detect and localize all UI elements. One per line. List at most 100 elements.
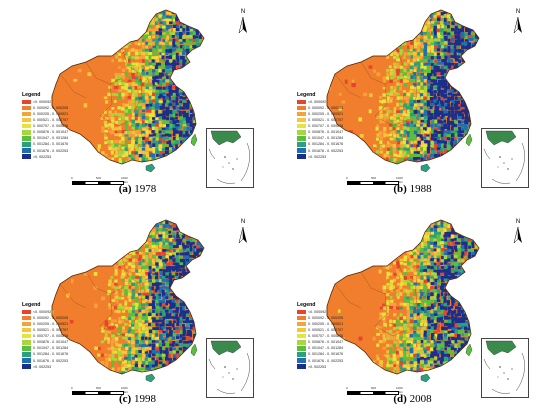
legend-label: 0. 000205 - 0. 000521	[33, 321, 69, 326]
map-legend: Legend <0. 000092 0. 000092 - 0. 000205 0.…	[22, 302, 110, 370]
scale-tick-label: 1000	[396, 176, 403, 180]
legend-label: 0. 000092 - 0. 000205	[33, 315, 69, 320]
legend-item: 0. 000876 - 0. 001047	[22, 129, 110, 135]
legend-item: 0. 000707 - 0. 000876	[297, 333, 385, 339]
legend-label: 0. 001676 - 0. 002253	[308, 358, 344, 363]
legend-item: 0. 000205 - 0. 000521	[297, 111, 385, 117]
scale-bar-graphic	[347, 391, 399, 395]
scale-unit: km	[399, 180, 403, 184]
legend-swatch	[297, 99, 306, 105]
legend-swatch	[22, 309, 31, 315]
legend-item: >0. 002253	[22, 364, 110, 370]
panel-year: 2008	[409, 393, 432, 405]
hainan-island	[145, 373, 156, 383]
scale-tick-label: 0	[346, 176, 348, 180]
panel-caption: (d) 2008	[275, 393, 550, 405]
legend-swatch	[297, 315, 306, 321]
legend-swatch	[297, 352, 306, 357]
legend-swatch	[22, 364, 31, 369]
legend-item: 0. 000876 - 0. 001047	[297, 339, 385, 345]
legend-item: 0. 000876 - 0. 001047	[297, 129, 385, 135]
scale-tick-label: 500	[371, 176, 377, 180]
legend-swatch	[297, 327, 306, 333]
legend-item: 0. 001284 - 0. 001676	[297, 142, 385, 148]
north-arrow-letter: N	[240, 219, 246, 225]
legend-label: 0. 001047 - 0. 001284	[308, 346, 344, 351]
legend-item: 0. 000521 - 0. 000707	[297, 327, 385, 333]
legend-item: 0. 001676 - 0. 002253	[297, 148, 385, 154]
map-panel-1988: N Legend <0. 000092 0. 000092 - 0. 000205…	[275, 0, 550, 210]
north-arrow: N	[511, 219, 525, 245]
taiwan-island	[190, 133, 198, 147]
legend-item: 0. 001676 - 0. 002253	[22, 148, 110, 154]
north-arrow: N	[236, 9, 250, 35]
scale-unit: km	[399, 390, 403, 394]
legend-title: Legend	[297, 302, 316, 308]
scale-tick-label: 0	[346, 386, 348, 390]
legend-item: 0. 000092 - 0. 000205	[297, 315, 385, 321]
panel-year: 1998	[133, 393, 156, 405]
legend-label: 0. 000521 - 0. 000707	[308, 118, 344, 123]
north-arrow-letter: N	[515, 9, 521, 15]
legend-swatch	[297, 364, 306, 369]
hainan-island	[145, 163, 156, 173]
legend-label: 0. 001676 - 0. 002253	[33, 148, 69, 153]
legend-item: 0. 000707 - 0. 000876	[297, 123, 385, 129]
legend-label: >0. 002253	[33, 364, 52, 369]
scale-tick-label: 1000	[121, 386, 128, 390]
legend-swatch	[297, 117, 306, 123]
legend-item: 0. 000521 - 0. 000707	[297, 117, 385, 123]
legend-item: 0. 001676 - 0. 002253	[22, 358, 110, 364]
legend-label: <0. 000092	[308, 309, 327, 314]
inset-map	[208, 340, 250, 394]
legend-item: >0. 002253	[22, 154, 110, 160]
legend-swatch	[297, 333, 306, 339]
legend-items: <0. 000092 0. 000092 - 0. 000205 0. 000205…	[22, 309, 110, 369]
legend-label: 0. 000707 - 0. 000876	[33, 124, 69, 129]
legend-label: 0. 000876 - 0. 001047	[33, 340, 69, 345]
legend-label: 0. 001284 - 0. 001676	[33, 142, 69, 147]
legend-label: 0. 000707 - 0. 000876	[308, 124, 344, 129]
scale-bar-graphic	[72, 181, 124, 185]
legend-swatch	[22, 105, 31, 111]
north-arrow-icon	[238, 16, 247, 34]
scale-bar-graphic	[72, 391, 124, 395]
legend-item: 0. 001047 - 0. 001284	[22, 136, 110, 142]
china-map	[326, 9, 480, 173]
scale-tick-label: 1000	[121, 176, 128, 180]
china-map	[51, 9, 205, 173]
legend-item: 0. 000521 - 0. 000707	[22, 327, 110, 333]
legend-swatch	[22, 111, 31, 117]
legend-swatch	[22, 123, 31, 129]
panel-caption: (b) 1988	[275, 183, 550, 195]
legend-item: 0. 001047 - 0. 001284	[22, 346, 110, 352]
scale-bar: 0 500 1000 km	[346, 386, 409, 400]
scale-bar: 0 500 1000 km	[71, 176, 134, 190]
scale-tick-label: 1000	[396, 386, 403, 390]
legend-label: 0. 000876 - 0. 001047	[308, 340, 344, 345]
legend-label: 0. 001047 - 0. 001284	[308, 136, 344, 141]
legend-label: 0. 001047 - 0. 001284	[33, 136, 69, 141]
panel-letter: (a)	[118, 183, 132, 195]
legend-label: 0. 000092 - 0. 000205	[308, 105, 344, 110]
inset-map	[208, 130, 250, 184]
legend-swatch	[22, 333, 31, 339]
legend-label: 0. 000205 - 0. 000521	[33, 111, 69, 116]
north-arrow-icon	[238, 226, 247, 244]
legend-label: 0. 001676 - 0. 002253	[33, 358, 69, 363]
north-arrow: N	[236, 219, 250, 245]
legend-item: 0. 000876 - 0. 001047	[22, 339, 110, 345]
legend-swatch	[22, 117, 31, 123]
inset-map	[483, 130, 525, 184]
legend-label: 0. 000092 - 0. 000205	[308, 315, 344, 320]
legend-title: Legend	[22, 302, 41, 308]
legend-swatch	[22, 358, 31, 363]
map-legend: Legend <0. 000092 0. 000092 - 0. 000205 0.…	[297, 302, 385, 370]
scale-unit: km	[124, 390, 128, 394]
legend-label: >0. 002253	[33, 154, 52, 159]
scale-tick-labels: 0 500 1000	[346, 176, 409, 181]
north-arrow-letter: N	[240, 9, 246, 15]
legend-label: 0. 000205 - 0. 000521	[308, 321, 344, 326]
legend-swatch	[297, 148, 306, 153]
scale-tick-label: 0	[71, 386, 73, 390]
